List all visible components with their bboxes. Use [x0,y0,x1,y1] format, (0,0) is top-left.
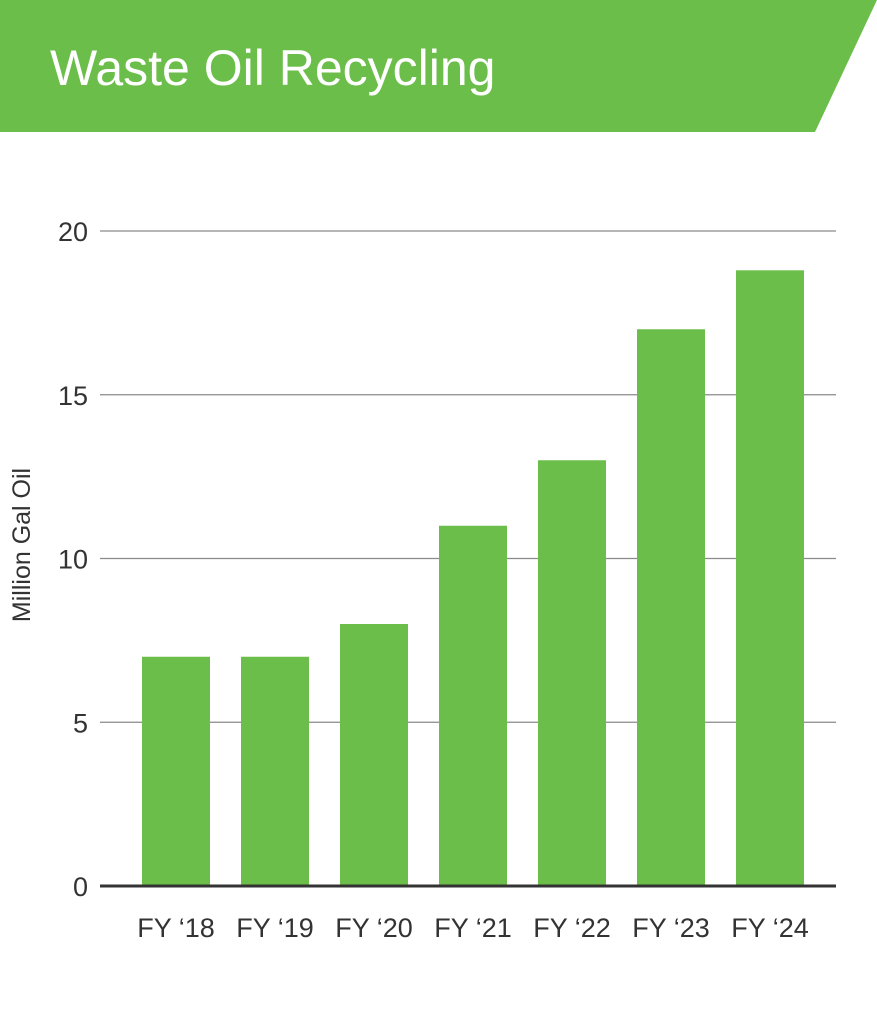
y-tick-label: 15 [58,381,88,411]
x-category-label: FY ‘18 [137,913,215,943]
bar-3 [340,624,408,886]
bars [142,270,804,886]
x-category-label: FY ‘24 [731,913,809,943]
x-category-label: FY ‘21 [434,913,512,943]
bar-7 [736,270,804,886]
x-category-label: FY ‘20 [335,913,413,943]
bar-2 [241,656,309,886]
x-category-label: FY ‘22 [533,913,611,943]
y-tick-label: 0 [73,872,88,902]
title-banner [0,0,877,132]
y-tick-label: 20 [58,217,88,247]
chart-title: Waste Oil Recycling [50,40,495,96]
bar-4 [439,525,507,886]
x-category-label: FY ‘23 [632,913,710,943]
x-category-label: FY ‘19 [236,913,314,943]
x-category-labels: FY ‘18 FY ‘19 FY ‘20 FY ‘21 FY ‘22 FY ‘23 FY ‘… [137,913,809,943]
y-tick-labels: 0 5 10 15 20 [58,217,88,902]
bar-1 [142,656,210,886]
bar-5 [538,460,606,886]
y-axis-title: Million Gal Oil [8,468,36,622]
bar-6 [637,329,705,886]
y-tick-label: 10 [58,545,88,575]
y-tick-label: 5 [73,708,88,738]
